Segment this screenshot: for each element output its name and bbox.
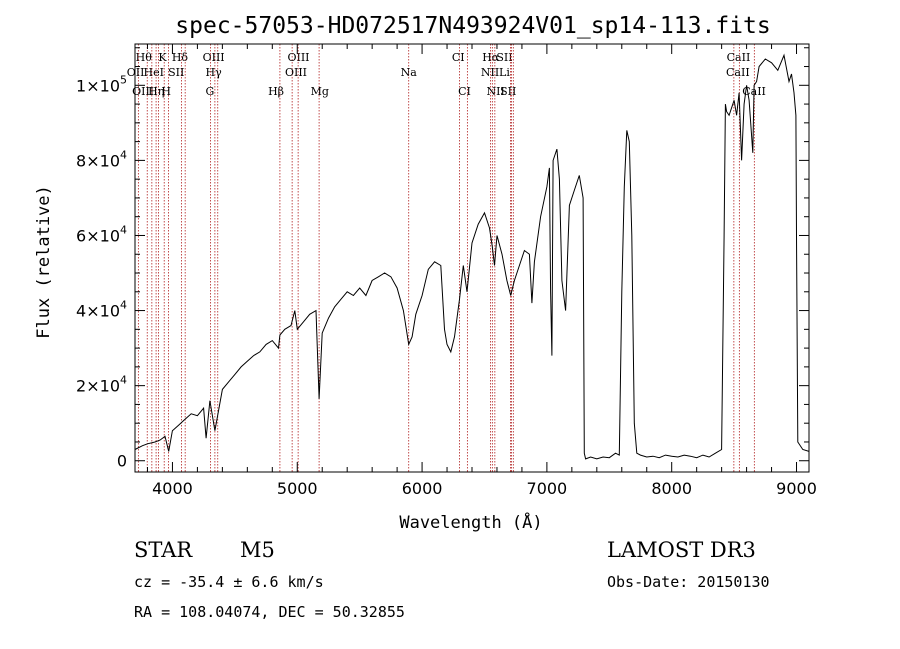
line-label-8: CaII xyxy=(727,51,751,64)
subclass: M5 xyxy=(240,538,275,562)
x-tick-label: 7000 xyxy=(527,479,568,498)
redshift-velocity: cz = -35.4 ± 6.6 km/s xyxy=(134,573,324,591)
y-tick-label: 6×104 xyxy=(76,223,127,245)
line-label-0: Hθ xyxy=(136,51,153,64)
line-label-6: Hα xyxy=(482,51,500,64)
line-label-18: OIII xyxy=(132,85,154,98)
line-label-5: CI xyxy=(452,51,465,64)
line-label-13: OIII xyxy=(285,66,307,79)
sky-coordinates: RA = 108.04074, DEC = 50.32855 xyxy=(134,603,405,621)
line-label-11: SII xyxy=(168,66,184,79)
x-tick-label: 4000 xyxy=(152,479,193,498)
line-label-10: HeI xyxy=(143,66,163,79)
y-tick-label: 0 xyxy=(117,452,127,471)
x-tick-label: 5000 xyxy=(277,479,318,498)
survey-name: LAMOST DR3 xyxy=(607,538,756,562)
line-label-16: Li xyxy=(499,66,510,79)
line-label-1: K xyxy=(158,51,167,64)
object-class: STAR xyxy=(134,538,193,562)
line-label-22: Hβ xyxy=(268,85,284,98)
series-line-flux xyxy=(134,53,810,460)
axis-ticks: 4000 5000 6000 7000 8000 9000 0 2×104 4×104 6×104… xyxy=(76,44,817,498)
y-tick-label: 1×105 xyxy=(76,73,127,95)
x-tick-label: 8000 xyxy=(651,479,692,498)
observation-date: Obs-Date: 20150130 xyxy=(607,573,770,591)
chart-title: spec-57053-HD072517N493924V01_sp14-113.f… xyxy=(175,13,770,39)
y-tick-label: 4×104 xyxy=(76,299,127,321)
line-label-26: SII xyxy=(500,85,516,98)
line-label-2: Hδ xyxy=(172,51,189,64)
x-tick-label: 6000 xyxy=(402,479,443,498)
y-axis-label: Flux (relative) xyxy=(34,185,54,339)
line-label-14: Na xyxy=(401,66,418,79)
line-label-9: OII xyxy=(127,66,145,79)
x-axis-label: Wavelength (Å) xyxy=(399,511,542,533)
line-label-21: G xyxy=(205,85,214,98)
y-tick-label: 8×104 xyxy=(76,148,127,170)
line-label-25: NII xyxy=(487,85,505,98)
line-label-7: SII xyxy=(496,51,512,64)
x-tick-label: 9000 xyxy=(776,479,817,498)
line-label-24: CI xyxy=(458,85,471,98)
line-label-17: CaII xyxy=(726,66,750,79)
y-tick-label: 2×104 xyxy=(76,374,127,396)
line-label-12: Hγ xyxy=(206,66,223,79)
plot-frame xyxy=(134,43,810,473)
line-label-23: Mg xyxy=(311,85,329,98)
line-label-20: H xyxy=(161,85,171,98)
line-label-3: OIII xyxy=(203,51,225,64)
line-label-19: Hη xyxy=(148,85,164,98)
